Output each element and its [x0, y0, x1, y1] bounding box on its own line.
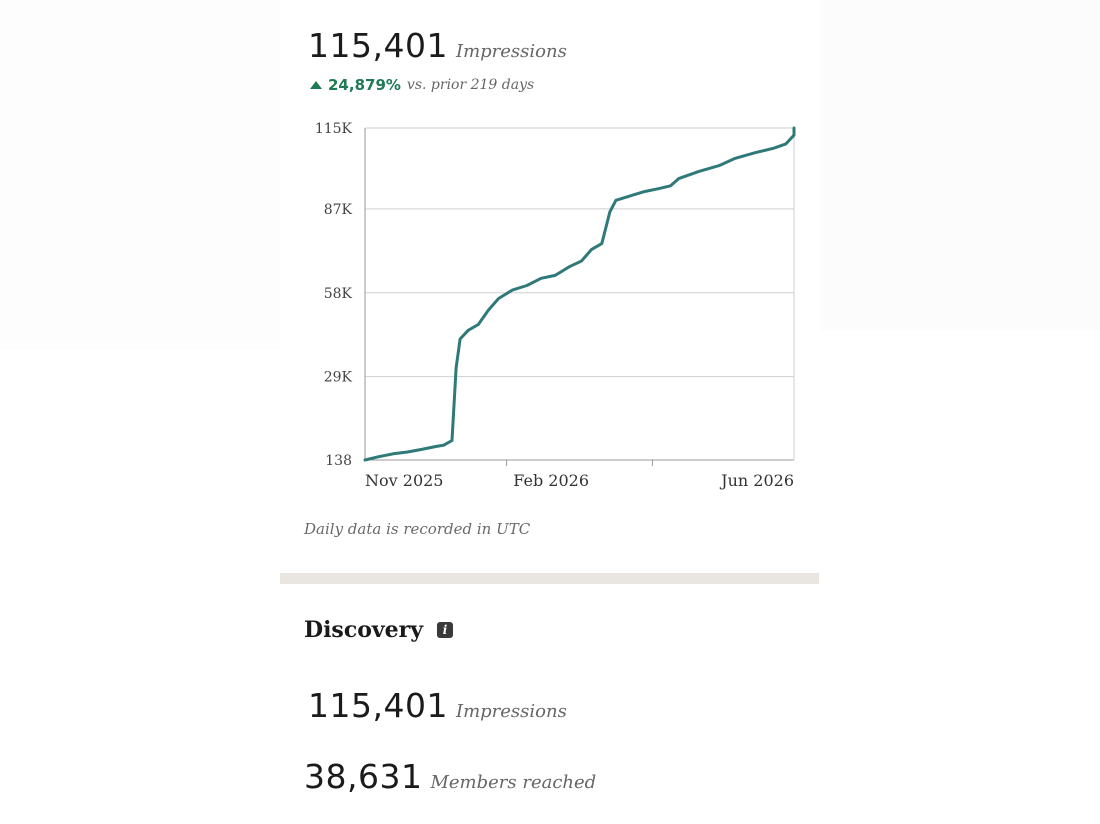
impressions-delta: 24,879% vs. prior 219 days: [310, 76, 534, 94]
x-tick-label: Nov 2025: [365, 471, 443, 490]
discovery-impressions-label: Impressions: [455, 701, 567, 722]
analytics-card: 115,401 Impressions 24,879% vs. prior 21…: [280, 0, 820, 824]
impressions-label: Impressions: [455, 41, 567, 62]
trend-up-icon: [310, 81, 322, 89]
y-tick-label: 29K: [324, 370, 353, 386]
discovery-title: Discovery: [304, 617, 424, 643]
x-tick-label: Feb 2026: [513, 471, 589, 490]
discovery-impressions-value: 115,401: [308, 686, 448, 725]
discovery-header: Discovery i: [304, 617, 454, 643]
discovery-members: 38,631 Members reached: [304, 757, 596, 796]
y-tick-label: 138: [325, 453, 352, 469]
impressions-summary: 115,401 Impressions: [308, 26, 567, 65]
x-tick-label: Jun 2026: [719, 471, 794, 490]
chart-footnote: Daily data is recorded in UTC: [304, 520, 531, 538]
impressions-line-chart[interactable]: 138 29K 58K 87K 115K Nov 2025 Feb 2026 Jun 2026: [280, 110, 820, 500]
y-tick-label: 58K: [324, 286, 353, 302]
background-panel-left: [0, 0, 280, 350]
delta-percent: 24,879%: [328, 76, 401, 94]
discovery-impressions: 115,401 Impressions: [308, 686, 567, 725]
section-divider: [280, 573, 819, 584]
y-tick-label: 87K: [324, 202, 353, 218]
members-reached-label: Members reached: [430, 772, 597, 793]
info-icon[interactable]: i: [437, 622, 454, 638]
delta-comparison: vs. prior 219 days: [406, 77, 535, 93]
background-panel-right: [820, 0, 1100, 330]
impressions-series-line: [363, 126, 796, 462]
members-reached-value: 38,631: [304, 757, 423, 796]
impressions-value: 115,401: [308, 26, 448, 65]
y-tick-label: 115K: [315, 121, 353, 137]
